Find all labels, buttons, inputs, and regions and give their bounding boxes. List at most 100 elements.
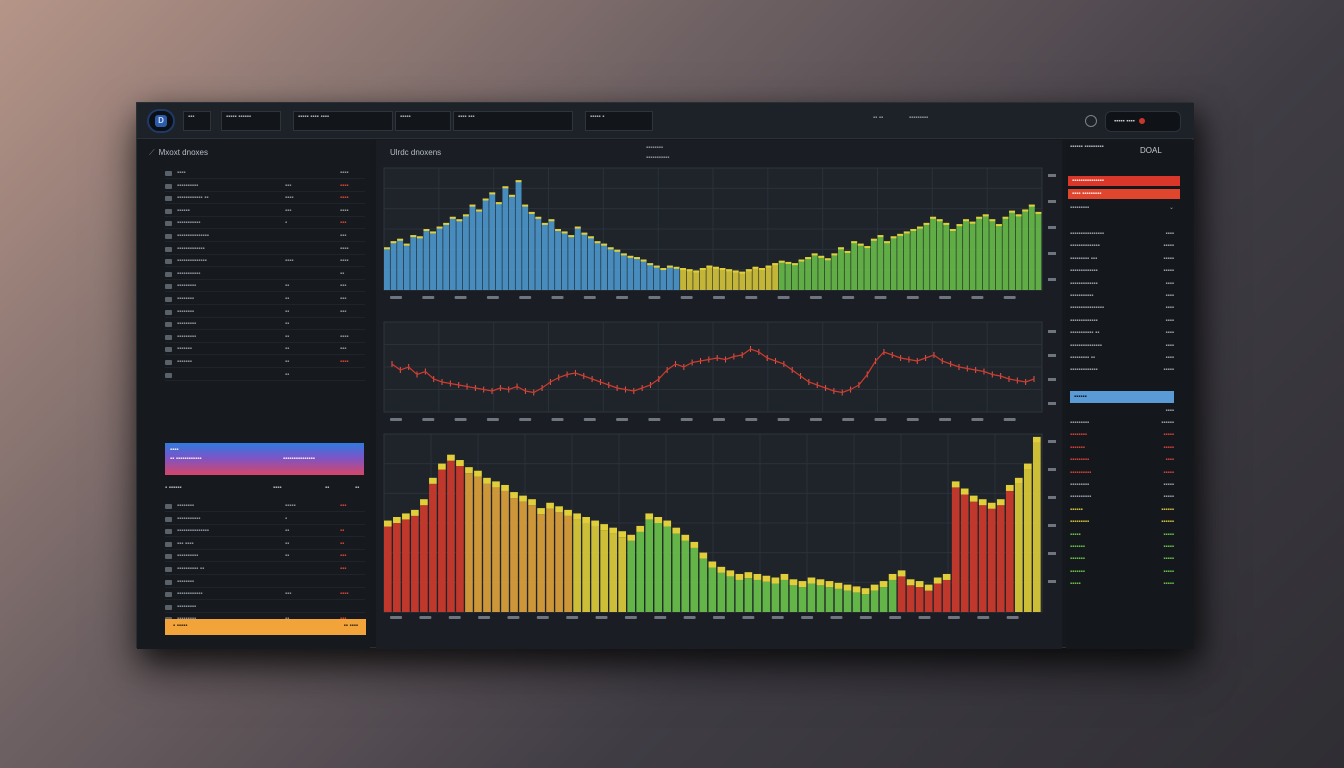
bar-cap	[739, 271, 746, 274]
list-item[interactable]: ▪▪▪▪▪▪▪▪▪ ▪▪▪ ▪▪▪▪▪	[1070, 253, 1174, 265]
list-item[interactable]: ▪▪▪▪▪▪▪▪▪▪▪▪	[165, 344, 365, 356]
list-item[interactable]: ▪▪▪ ▪▪▪▪ ▪▪ ▪▪	[165, 539, 365, 550]
bar-cap	[469, 204, 476, 207]
account-button[interactable]: ▪▪▪▪▪ ▪▪▪▪	[1105, 111, 1181, 132]
list-item[interactable]: ▪▪▪▪▪▪▪▪▪▪▪▪▪▪▪	[1070, 516, 1174, 528]
list-item[interactable]: ▪▪▪▪▪▪▪▪▪▪▪▪▪▪	[165, 281, 365, 293]
chart-1-tick-label	[809, 296, 822, 299]
bar	[469, 204, 476, 290]
chart-3-tick-label	[478, 616, 491, 619]
row-label: ▪▪▪▪▪▪▪▪▪	[1070, 482, 1090, 488]
notification-dot	[1138, 118, 1145, 124]
bar	[447, 460, 455, 612]
list-item[interactable]: ▪▪▪▪▪▪▪▪▪▪▪▪▪	[165, 294, 365, 305]
list-item[interactable]: ▪▪▪▪▪▪▪▪▪▪▪▪▪▪▪▪▪▪	[1070, 265, 1174, 277]
row-icon	[165, 246, 172, 252]
toolbar-box-6[interactable]: ▪▪▪▪▪ ▪	[585, 111, 653, 131]
list-item[interactable]: ▪▪▪▪▪▪▪▪▪▪▪▪▪▪ ▪▪▪▪ ▪▪▪▪	[165, 256, 365, 268]
bar-cap	[963, 219, 969, 222]
bar-cap	[607, 247, 614, 250]
toolbar-box-3[interactable]: ▪▪▪▪▪ ▪▪▪▪ ▪▪▪▪	[293, 111, 393, 131]
bar	[910, 229, 917, 290]
chevron-down-icon[interactable]: ⌄	[1168, 205, 1174, 211]
list-item[interactable]: ▪▪▪▪▪▪▪▪▪▪▪▪▪▪▪▪▪	[1070, 278, 1174, 290]
list-item[interactable]: ▪▪▪▪▪▪▪▪▪▪ ▪▪ ▪▪▪	[165, 564, 365, 575]
list-item[interactable]: ▪▪▪▪▪▪▪▪▪ ▪▪	[165, 319, 365, 331]
list-item[interactable]: ▪▪▪▪▪ ▪▪▪▪▪	[1070, 529, 1174, 541]
list-item[interactable]: ▪▪▪▪▪▪▪▪	[165, 577, 365, 588]
bar	[1002, 216, 1009, 290]
row-label: ▪▪▪▪▪▪▪▪▪	[1070, 420, 1090, 426]
list-item[interactable]: ▪▪▪▪▪▪▪▪▪▪▪▪▪▪▪	[1070, 467, 1174, 479]
list-item[interactable]: ▪▪▪▪▪▪▪▪▪▪▪▪▪▪▪	[165, 332, 365, 343]
list-item[interactable]: ▪▪▪▪▪▪▪▪▪▪▪▪▪▪▪▪▪	[165, 244, 365, 255]
list-item[interactable]: ▪▪▪▪▪▪▪▪▪▪▪▪▪▪▪▪▪▪	[165, 231, 365, 242]
list-item[interactable]: ▪▪▪▪▪▪▪▪▪▪▪▪▪▪▪▪▪▪▪	[1070, 340, 1174, 352]
alert-bar-2[interactable]: ▪▪▪▪ ▪▪▪▪▪▪▪▪▪	[1068, 189, 1180, 199]
bar-cap	[798, 581, 807, 588]
toolbar-box-2[interactable]: ▪▪▪▪▪ ▪▪▪▪▪▪	[221, 111, 281, 131]
bottom-action-bar[interactable]: ▪ ▪▪▪▪▪ ▪▪ ▪▪▪▪	[165, 619, 366, 635]
list-item[interactable]: ▪▪▪▪▪▪▪▪▪▪▪▪▪▪▪▪ ▪▪▪▪	[1070, 228, 1174, 240]
list-item[interactable]: ▪▪▪▪▪▪▪▪▪▪▪▪▪▪▪	[165, 551, 365, 563]
bar	[647, 263, 654, 290]
list-item[interactable]: ▪▪▪▪▪▪▪▪▪▪▪▪	[1070, 442, 1174, 454]
app-logo[interactable]: D	[147, 109, 175, 133]
list-item[interactable]: ▪▪▪▪▪▪▪▪▪ ▪▪ ▪▪▪▪	[1070, 352, 1174, 364]
bar-cap	[438, 463, 446, 470]
row-label: ▪▪▪▪▪▪▪	[1070, 568, 1085, 575]
bar-cap	[890, 236, 897, 239]
list-item[interactable]: ▪▪▪▪▪▪▪▪▪▪▪▪▪▪▪▪▪▪▪	[165, 526, 365, 538]
list-item[interactable]: ▪▪▪▪▪▪▪▪▪▪▪▪▪▪▪▪▪▪▪	[165, 589, 365, 601]
bar-cap	[528, 211, 535, 214]
bar	[943, 222, 950, 290]
list-item[interactable]: ▪▪▪▪▪▪▪▪	[165, 168, 365, 179]
list-item[interactable]: ▪▪▪▪▪▪▪▪▪▪▪▪▪	[165, 206, 365, 217]
toolbar-box-1[interactable]: ▪▪▪	[183, 111, 211, 131]
list-item[interactable]: ▪▪▪▪▪▪▪▪▪▪▪▪▪▪	[1070, 479, 1174, 491]
bar-cap	[653, 265, 660, 268]
list-item[interactable]: ▪▪▪▪▪▪▪▪▪▪▪▪	[1070, 553, 1174, 565]
bar	[916, 226, 923, 290]
list-item[interactable]: ▪▪	[165, 370, 365, 381]
list-item[interactable]: ▪▪▪▪▪▪▪▪▪▪▪▪	[1070, 504, 1174, 516]
list-item[interactable]: ▪▪▪▪▪▪▪▪▪▪▪▪▪	[165, 357, 365, 368]
list-item[interactable]: ▪▪▪▪▪ ▪▪▪▪▪	[1070, 578, 1174, 590]
bar	[660, 268, 667, 290]
list-item[interactable]: ▪▪▪▪▪▪▪▪▪▪▪▪	[165, 514, 365, 525]
alert-bar-1[interactable]: ▪▪▪▪▪▪▪▪▪▪▪▪▪▪▪	[1068, 176, 1180, 186]
list-item[interactable]: ▪▪▪▪▪▪▪▪▪▪▪▪ ▪▪ ▪▪▪▪ ▪▪▪▪	[165, 193, 365, 205]
bar	[663, 526, 672, 612]
bar	[1022, 209, 1029, 290]
list-item[interactable]: ▪▪▪▪▪▪▪▪▪▪▪▪▪▪▪▪▪▪▪	[1070, 240, 1174, 252]
list-item[interactable]: ▪▪▪▪▪▪▪▪▪▪▪▪▪	[165, 307, 365, 318]
list-item[interactable]: ▪▪▪▪▪▪▪▪▪▪▪▪▪▪▪▪▪	[1070, 315, 1174, 327]
cell-c3: ▪▪▪▪	[340, 245, 349, 252]
selected-row[interactable]: ▪▪▪▪▪▪	[1070, 391, 1174, 403]
charts-svg[interactable]	[376, 140, 1062, 649]
row-label: ▪▪▪▪▪▪▪	[1070, 544, 1085, 550]
user-icon[interactable]	[1085, 115, 1097, 127]
list-item[interactable]: ▪▪▪▪▪▪▪▪▪	[165, 602, 365, 613]
list-item[interactable]: ▪▪▪▪▪▪▪▪▪▪▪▪▪▪▪	[1070, 417, 1174, 429]
toolbar-box-4[interactable]: ▪▪▪▪▪	[395, 111, 451, 131]
list-item[interactable]: ▪▪▪▪▪▪▪▪▪▪▪▪▪	[1070, 429, 1174, 441]
bar-cap	[666, 265, 673, 268]
bar-cap	[561, 231, 568, 234]
list-item[interactable]: ▪▪▪▪▪▪▪▪▪▪▪▪▪▪▪▪ ▪▪▪▪	[1070, 302, 1174, 314]
highlight-banner[interactable]: ▪▪▪▪ ▪▪ ▪▪▪▪▪▪▪▪▪▪▪▪ ▪▪▪▪▪▪▪▪▪▪▪▪▪▪▪	[165, 443, 364, 475]
list-item[interactable]: ▪▪▪▪▪▪▪▪▪▪▪▪▪▪▪▪▪	[165, 181, 365, 192]
list-item[interactable]: ▪▪▪▪▪▪▪▪▪▪▪▪▪▪▪	[1070, 290, 1174, 302]
bar-cap	[818, 255, 825, 258]
list-item[interactable]: ▪▪▪▪▪▪▪▪ ▪▪▪▪▪ ▪▪▪	[165, 501, 365, 512]
list-item[interactable]: ▪▪▪▪▪▪▪▪▪▪▪▪▪▪▪	[165, 218, 365, 230]
list-item[interactable]: ▪▪▪▪▪▪▪▪▪▪▪▪▪▪▪	[1070, 491, 1174, 503]
list-item[interactable]: ▪▪▪▪▪▪▪▪▪▪▪▪▪▪▪▪▪▪	[1070, 364, 1174, 376]
list-item[interactable]: ▪▪▪▪▪▪▪▪▪▪▪▪	[1070, 541, 1174, 553]
list-item[interactable]: ▪▪▪▪▪▪▪▪▪▪▪▪	[1070, 566, 1174, 578]
list-item[interactable]: ▪▪▪▪▪▪▪▪▪▪▪▪▪	[165, 269, 365, 280]
toolbar-box-5[interactable]: ▪▪▪▪ ▪▪▪	[453, 111, 573, 131]
list-item[interactable]: ▪▪▪▪▪▪▪▪▪▪▪ ▪▪ ▪▪▪▪	[1070, 327, 1174, 339]
list-item[interactable]: ▪▪▪▪▪▪▪▪▪▪▪▪▪	[1070, 454, 1174, 466]
bar	[699, 268, 706, 290]
